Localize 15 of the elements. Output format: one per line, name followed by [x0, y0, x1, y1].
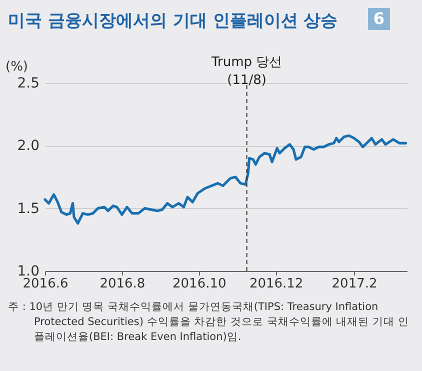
x-tick-label: 2016.12 [249, 276, 304, 292]
x-tick-label: 2016.10 [172, 276, 226, 292]
y-axis-title: (%) [6, 60, 28, 74]
y-tick-label: 1.0 [17, 264, 40, 280]
x-tick-label: 2016.8 [100, 276, 146, 292]
y-tick-label: 2.0 [17, 138, 40, 154]
x-tick-label: 2017.2 [332, 276, 378, 292]
text: 주 : 10년 만기 명목 국채수익률에서 물가연동국채(TIPS: Treasury Inflation Protected Securities) 수익률을 차감한 것으로 국채수익률에 내재된 기대 인플레이션율(BEI: Break Even Inflation)임. [8, 300, 410, 345]
x-tick-label: 2016.6 [22, 276, 68, 292]
y-tick-label: 1.5 [17, 200, 40, 217]
line-series [44, 134, 408, 225]
y-tick-label: 2.5 [17, 76, 40, 92]
text: 6 [368, 8, 390, 30]
chart-title: 미국 금융시장에서의 기대 인플레이션 상승 [8, 11, 338, 31]
ref-line-label: Trump 당선 (11/8) [210, 55, 282, 88]
